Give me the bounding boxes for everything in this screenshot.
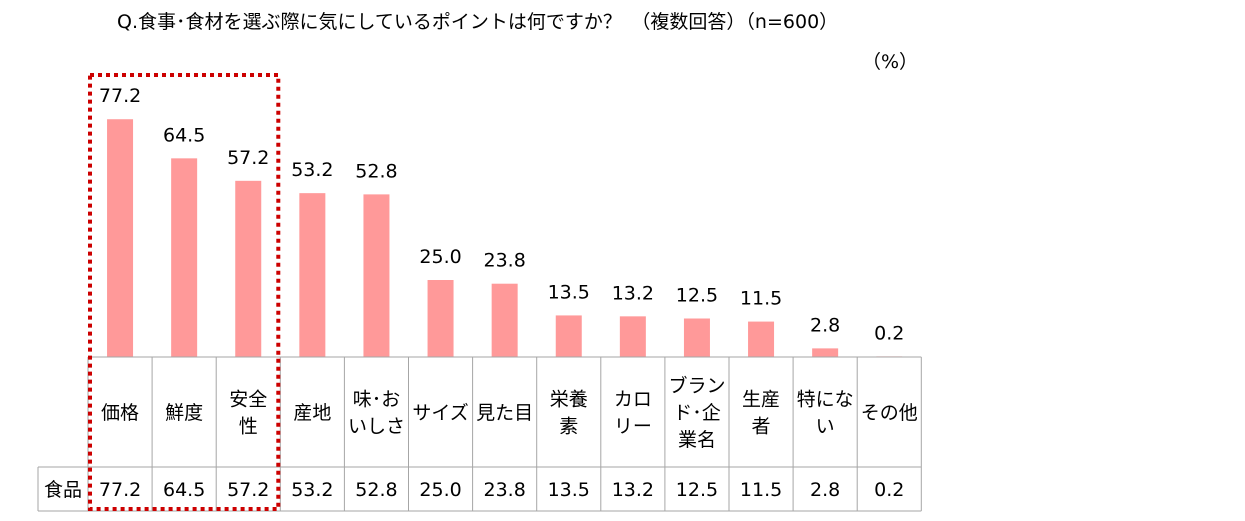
value-label-1: 64.5: [163, 124, 205, 146]
category-label-9: ブランド･企業名: [668, 374, 725, 451]
category-label-6: 見た目: [476, 402, 533, 424]
category-label-7: 栄養素: [550, 389, 588, 438]
value-label-7: 13.5: [548, 281, 590, 303]
value-label-9: 12.5: [676, 285, 718, 307]
category-label-1: 鮮度: [165, 402, 203, 424]
chart-title: Q.食事･食材を選ぶ際に気にしているポイントは何ですか？ （複数回答）（n=60…: [117, 11, 838, 33]
table-cell-5: 25.0: [419, 479, 461, 501]
bar-8: [619, 316, 646, 357]
bar-9: [683, 318, 710, 357]
table-cell-10: 11.5: [740, 479, 782, 501]
table-cell-4: 52.8: [355, 479, 397, 501]
highlight-box: [88, 73, 281, 511]
value-label-2: 57.2: [227, 147, 269, 169]
bar-3: [299, 193, 326, 357]
bar-2: [235, 180, 262, 357]
value-label-6: 23.8: [483, 250, 525, 272]
bar-11: [812, 348, 839, 357]
category-label-3: 産地: [293, 402, 331, 424]
table-cell-7: 13.5: [548, 479, 590, 501]
value-label-5: 25.0: [419, 246, 461, 268]
category-label-11: 特にない: [797, 389, 854, 438]
bar-1: [171, 158, 198, 357]
table-cell-12: 0.2: [874, 479, 904, 501]
bar-6: [491, 283, 518, 357]
value-label-11: 2.8: [810, 314, 840, 336]
table-cell-6: 23.8: [483, 479, 525, 501]
value-label-8: 13.2: [612, 282, 654, 304]
table-cell-11: 2.8: [810, 479, 840, 501]
row-label: 食品: [44, 479, 82, 501]
category-label-2: 安全性: [229, 389, 267, 438]
category-label-5: サイズ: [412, 402, 468, 424]
bar-4: [363, 194, 390, 357]
value-label-3: 53.2: [291, 159, 333, 181]
category-label-12: その他: [861, 402, 918, 424]
category-label-4: 味･おいしさ: [348, 389, 405, 438]
table-cell-9: 12.5: [676, 479, 718, 501]
value-label-4: 52.8: [355, 160, 397, 182]
bar-0: [107, 119, 134, 357]
unit-label: （%）: [862, 51, 918, 73]
category-label-0: 価格: [101, 402, 139, 424]
table-cell-3: 53.2: [291, 479, 333, 501]
bar-10: [748, 321, 775, 357]
table-cell-0: 77.2: [99, 479, 141, 501]
bar-7: [555, 315, 582, 357]
value-label-10: 11.5: [740, 288, 782, 310]
value-label-12: 0.2: [874, 322, 904, 344]
value-label-0: 77.2: [99, 85, 141, 107]
table-cell-8: 13.2: [612, 479, 654, 501]
category-label-10: 生産者: [742, 389, 780, 438]
bar-5: [427, 280, 454, 357]
category-label-8: カロリー: [614, 389, 652, 438]
table-cell-1: 64.5: [163, 479, 205, 501]
table-cell-2: 57.2: [227, 479, 269, 501]
